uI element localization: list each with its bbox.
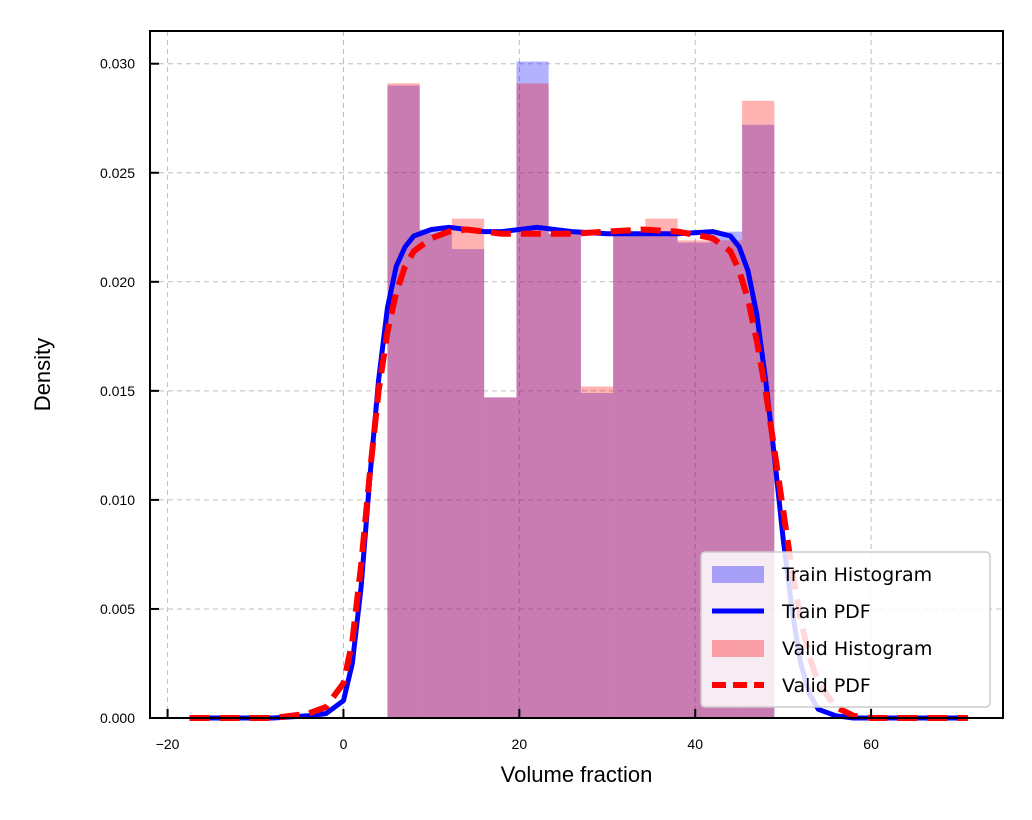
histogram-bar: [613, 233, 646, 719]
histogram-bar: [645, 218, 678, 719]
histogram-bar: [613, 233, 646, 719]
legend: Train Histogram Train PDF Valid Histogram V…: [700, 551, 991, 708]
histogram-bar: [419, 229, 452, 718]
y-tick-label: 0.020: [100, 274, 135, 290]
legend-label: Train Histogram: [781, 564, 932, 586]
histogram-bar: [516, 83, 549, 719]
x-tick-label: 20: [512, 736, 528, 752]
legend-box: [700, 551, 991, 708]
histogram-bar: [645, 233, 678, 719]
y-tick-label: 0.005: [100, 601, 135, 617]
legend-swatch: [712, 566, 764, 583]
plot-frame: [149, 30, 1004, 719]
y-tick-label: 0.010: [100, 492, 135, 508]
legend-label: Valid Histogram: [782, 638, 932, 660]
histogram-bar: [580, 386, 614, 718]
histogram-bar: [548, 233, 581, 719]
x-axis-label: Volume fraction: [501, 762, 653, 787]
y-tick-label: 0.015: [100, 383, 135, 399]
x-tick-label: 40: [687, 736, 703, 752]
histogram-bar: [419, 233, 452, 719]
histogram-bar: [387, 83, 420, 719]
histogram-bar: [451, 218, 485, 719]
y-tick-label: 0.000: [100, 710, 135, 726]
histogram-bar: [484, 397, 517, 718]
legend-label: Valid PDF: [782, 675, 871, 697]
grid: [150, 31, 1003, 719]
x-tick-label: −20: [156, 736, 180, 752]
histogram-bar: [451, 249, 485, 718]
y-tick-label: 0.025: [100, 165, 135, 181]
y-tick-label: 0.030: [100, 56, 135, 72]
x-tick-label: 0: [340, 736, 348, 752]
histogram-bar: [580, 393, 614, 718]
histogram-bar: [484, 397, 517, 718]
histogram-bar: [516, 61, 549, 719]
y-axis-label: Density: [30, 338, 55, 411]
histogram-bar: [387, 85, 420, 719]
axis-ticks: −20 0 20 40 60 0.000 0.005 0.010 0.015 0.020 0.025…: [100, 56, 879, 752]
x-tick-label: 60: [863, 736, 879, 752]
legend-label: Train PDF: [781, 601, 871, 623]
histogram-bar: [548, 233, 581, 719]
legend-swatch: [712, 640, 764, 657]
